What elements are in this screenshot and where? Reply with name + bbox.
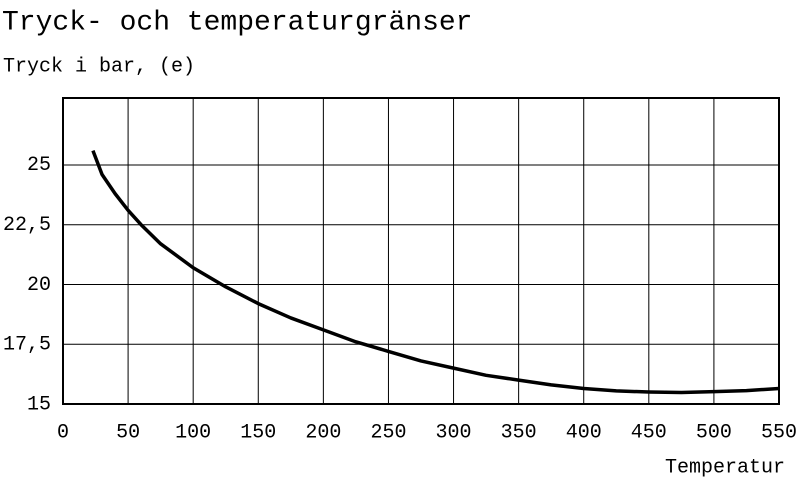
x-tick-label: 250 xyxy=(370,421,406,444)
x-tick-label: 150 xyxy=(240,421,276,444)
y-tick-label: 15 xyxy=(27,393,51,416)
x-tick-label: 50 xyxy=(116,421,140,444)
x-axis-label: Temperatur xyxy=(665,456,785,479)
x-tick-label: 0 xyxy=(57,421,69,444)
x-tick-label: 500 xyxy=(696,421,732,444)
line-series xyxy=(91,149,780,395)
y-tick-label: 17,5 xyxy=(3,334,51,357)
x-tick-label: 200 xyxy=(305,421,341,444)
y-axis-label: Tryck i bar, (e) xyxy=(3,55,195,78)
chart-title: Tryck- och temperaturgränser xyxy=(2,7,472,38)
x-tick-label: 400 xyxy=(566,421,602,444)
y-tick-label: 20 xyxy=(27,274,51,297)
x-tick-label: 300 xyxy=(436,421,472,444)
x-tick-label: 100 xyxy=(175,421,211,444)
y-tick-label: 25 xyxy=(27,154,51,177)
x-tick-label: 450 xyxy=(631,421,667,444)
x-tick-label: 350 xyxy=(501,421,537,444)
x-tick-label: 550 xyxy=(761,421,797,444)
y-tick-label: 22,5 xyxy=(3,214,51,237)
